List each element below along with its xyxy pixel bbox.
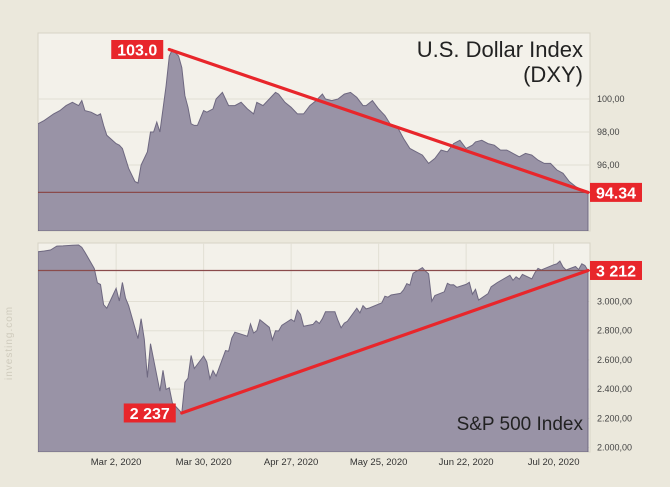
spx-x-axis: Mar 2, 2020 Mar 30, 2020 Apr 27, 2020 May 2… [91,457,580,468]
y-tick-label: 2.000,00 [597,443,632,453]
trend-line [180,268,590,415]
spx-area-series [38,244,589,452]
dxy-y-axis: 100,00 98,00 96,00 [597,94,625,170]
dxy-title: U.S. Dollar Index [417,37,583,62]
value-callout: 94.34 [590,182,642,202]
value-callout-text: 94.34 [596,185,636,202]
trend-line [167,47,590,194]
y-tick-label: 96,00 [597,160,620,170]
spx-y-axis: 3.000,00 2.800,00 2.600,00 2.400,00 2.200,00… [597,296,632,452]
value-callout-text: 2 237 [130,406,170,423]
dxy-area-series [38,48,589,231]
watermark: investing.com [4,305,15,380]
y-tick-label: 2.400,00 [597,384,632,394]
y-tick-label: 98,00 [597,127,620,137]
x-tick-label: Jun 22, 2020 [439,457,494,468]
x-tick-label: Mar 30, 2020 [176,457,232,468]
y-tick-label: 3.000,00 [597,296,632,306]
value-callout-text: 3 212 [596,263,636,280]
value-callout: 3 212 [590,260,642,280]
x-tick-label: May 25, 2020 [350,457,408,468]
y-tick-label: 2.200,00 [597,413,632,423]
trend-overlays: 103.0 94.34 2 237 3 212 [111,40,642,423]
value-callout: 2 237 [123,403,176,423]
value-callout-text: 103.0 [117,43,157,60]
x-tick-label: Jul 20, 2020 [528,457,580,468]
value-callout: 103.0 [111,40,164,60]
x-tick-label: Apr 27, 2020 [264,457,318,468]
y-tick-label: 2.600,00 [597,355,632,365]
dxy-chart: 100,00 98,00 96,00 U.S. Dollar Index (DXY) [37,32,625,232]
y-tick-label: 100,00 [597,94,625,104]
y-tick-label: 2.800,00 [597,326,632,336]
spx-chart: 3.000,00 2.800,00 2.600,00 2.400,00 2.200,00… [37,242,632,468]
x-tick-label: Mar 2, 2020 [91,457,142,468]
spx-title: S&P 500 Index [457,414,584,435]
dxy-subtitle: (DXY) [523,62,583,87]
